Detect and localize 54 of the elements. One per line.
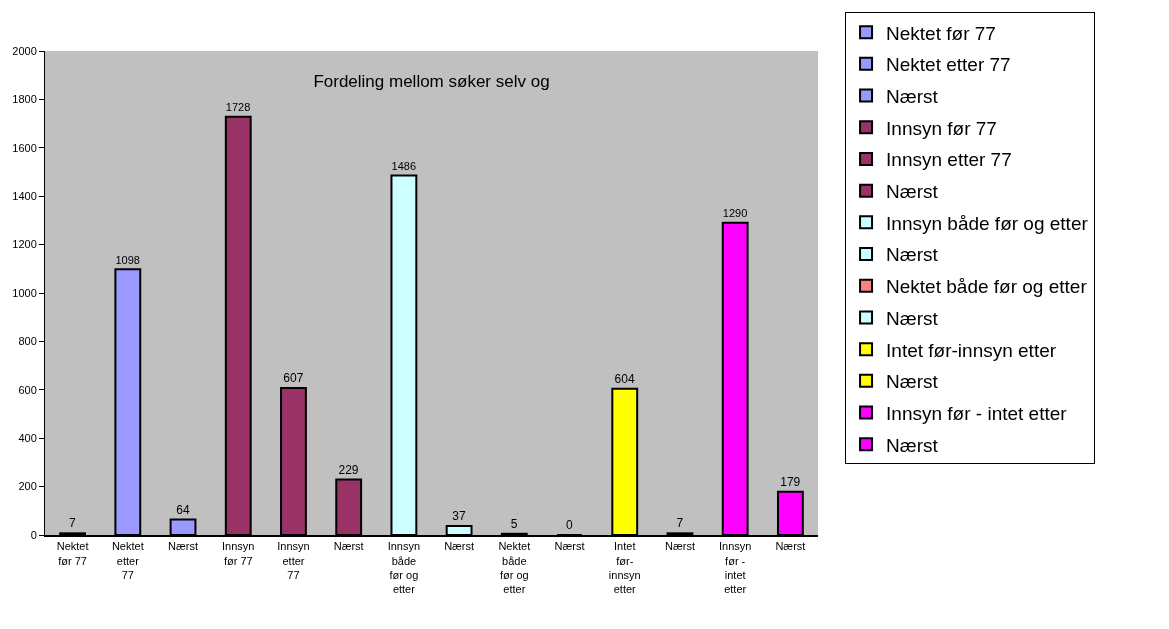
x-tick-label: Nærst (664, 540, 695, 553)
x-tick-label: Nærst (333, 540, 364, 553)
data-label: 0 (566, 518, 574, 532)
legend-label: Nektet før 77 (886, 22, 996, 44)
x-tick-label: Nærst (444, 540, 475, 553)
x-tick-label: Nærst (168, 540, 199, 553)
legend-label: Innsyn før 77 (886, 117, 997, 139)
legend-label: Nærst (886, 307, 939, 329)
data-label: 37 (452, 509, 466, 524)
y-tick-label: 0 (30, 528, 37, 541)
legend-label: Nærst (886, 434, 939, 456)
y-tick-label: 1200 (12, 238, 37, 251)
y-tick-label: 800 (18, 335, 37, 348)
x-tick-label: Innsyn både før og etter (387, 540, 421, 596)
y-tick-label: 200 (18, 480, 37, 493)
legend-label: Nærst (886, 181, 939, 203)
x-tick-label: Intet før-innsyn etter (608, 540, 641, 596)
data-label: 607 (283, 371, 304, 386)
data-label: 229 (338, 462, 359, 477)
legend-label: Nektet både før og etter (886, 276, 1088, 298)
y-tick-label: 1400 (12, 190, 37, 203)
legend-label: Innsyn før - intet etter (886, 402, 1068, 424)
y-tick-label: 1000 (12, 286, 37, 299)
data-label: 1728 (225, 101, 251, 114)
x-tick-label: Nektet etter 77 (111, 540, 144, 581)
data-label: 64 (176, 502, 190, 517)
text: Fordeling mellom søker selv og (313, 72, 550, 92)
data-label: 5 (510, 516, 518, 531)
y-tick-label: 600 (18, 383, 37, 396)
legend-label: Nærst (886, 371, 939, 393)
data-label: 1486 (391, 159, 417, 172)
y-tick-label: 1600 (12, 141, 37, 154)
data-label: 179 (780, 474, 801, 489)
legend-label: Nærst (886, 85, 939, 107)
data-label: 1290 (722, 207, 748, 220)
x-tick-label: Nektet før 77 (56, 540, 89, 567)
x-tick-label: Nektet både før og etter (498, 540, 531, 596)
data-label: 1098 (115, 253, 140, 266)
data-label: 7 (69, 516, 77, 531)
legend-label: Intet før-innsyn etter (886, 339, 1057, 361)
x-tick-label: Nærst (775, 540, 806, 553)
data-label: 7 (676, 516, 684, 531)
data-label: 604 (614, 371, 635, 386)
y-tick-label: 2000 (12, 44, 37, 57)
legend-label: Innsyn både før og etter (886, 212, 1089, 234)
x-tick-label: Nærst (554, 540, 585, 553)
x-tick-label: Innsyn etter 77 (277, 540, 310, 581)
y-tick-label: 400 (18, 432, 37, 445)
legend-label: Nektet etter 77 (886, 54, 1011, 76)
legend-label: Innsyn etter 77 (886, 149, 1012, 171)
y-tick-label: 1800 (12, 93, 37, 106)
x-tick-label: Innsyn før 77 (222, 540, 255, 567)
x-tick-label: Innsyn før - intet etter (718, 540, 752, 596)
legend-label: Nærst (886, 244, 939, 266)
